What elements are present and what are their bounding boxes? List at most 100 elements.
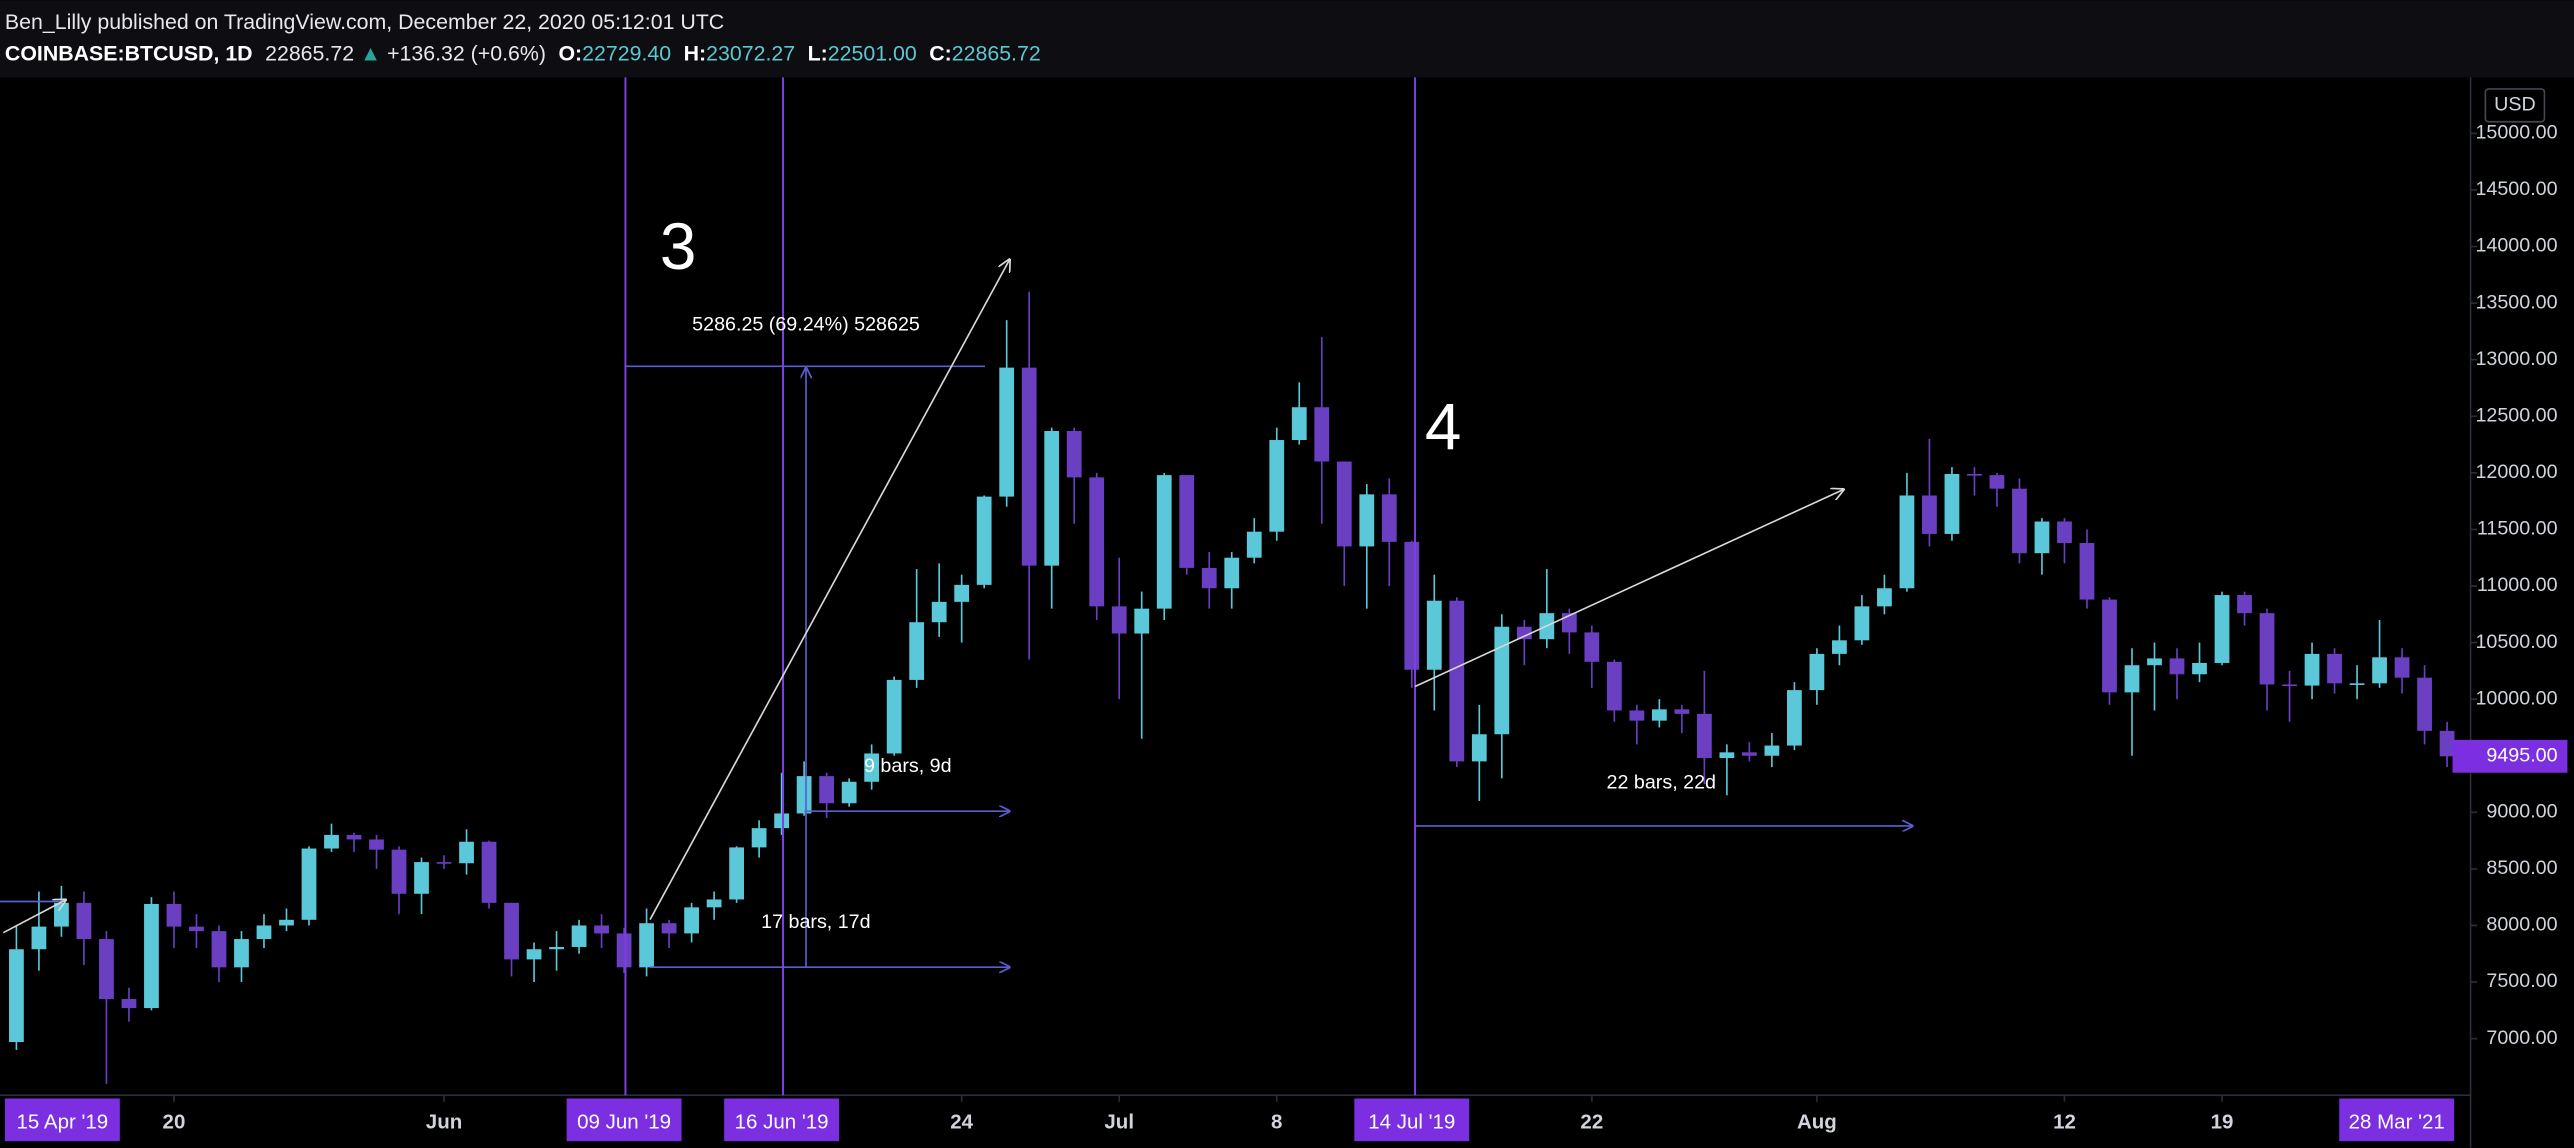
candle-body bbox=[1224, 557, 1240, 589]
quote-line: COINBASE:BTCUSD, 1D 22865.72 ▲ +136.32 (… bbox=[5, 41, 1041, 65]
x-tick-label: 24 bbox=[950, 1111, 973, 1134]
candle-body bbox=[954, 584, 970, 602]
candle-body bbox=[324, 834, 339, 849]
last-price-box bbox=[2452, 739, 2568, 773]
candle-body bbox=[2439, 730, 2455, 757]
candle-body bbox=[594, 925, 609, 934]
candle-body bbox=[1944, 473, 1960, 534]
x-tick-highlight bbox=[1354, 1098, 1470, 1142]
candle-body bbox=[999, 367, 1015, 497]
candle-body bbox=[684, 907, 699, 934]
candle-body bbox=[234, 939, 249, 968]
candle-body bbox=[1449, 600, 1465, 762]
candle-body bbox=[1404, 541, 1420, 670]
candle-body bbox=[2349, 683, 2365, 685]
candle-body bbox=[571, 925, 587, 947]
x-tick-label: Jul bbox=[1104, 1111, 1134, 1134]
candle-body bbox=[1044, 430, 1060, 566]
candle-body bbox=[2102, 599, 2117, 693]
candle-body bbox=[256, 925, 272, 940]
close-label: C: bbox=[929, 41, 952, 65]
candle-body bbox=[31, 926, 47, 950]
candle-body bbox=[1629, 710, 1645, 721]
y-tick-label: 14500.00 bbox=[2475, 178, 2557, 200]
candle-body bbox=[1651, 709, 1667, 721]
candle-body bbox=[976, 496, 992, 585]
candle-body bbox=[2372, 657, 2387, 684]
candle-body bbox=[549, 946, 564, 950]
wave-label: 4 bbox=[1425, 390, 1462, 463]
candle-body bbox=[2147, 658, 2162, 666]
annotations: 3 4 5286.25 (69.24%) 528625 9 bars, 9d 17 ba… bbox=[660, 210, 1716, 933]
y-tick-label: 7000.00 bbox=[2486, 1027, 2557, 1049]
publisher: Ben_Lilly published on TradingView.com, … bbox=[5, 10, 724, 34]
candle-body bbox=[1426, 600, 1442, 670]
y-tick-label: 8000.00 bbox=[2486, 914, 2557, 936]
trend-arrow bbox=[649, 260, 1010, 920]
measure-label: 22 bars, 22d bbox=[1607, 772, 1716, 794]
wave-label: 3 bbox=[660, 210, 697, 283]
measure-label: 9 bars, 9d bbox=[864, 755, 952, 777]
y-tick-label: 12500.00 bbox=[2475, 404, 2557, 426]
candle-body bbox=[1899, 495, 1915, 589]
candle-body bbox=[1877, 588, 1892, 607]
candle-body bbox=[2169, 658, 2185, 675]
y-tick-label: 13500.00 bbox=[2475, 291, 2557, 313]
candle-body bbox=[1359, 494, 1375, 547]
candle-body bbox=[1111, 606, 1127, 634]
candle-body bbox=[1809, 653, 1825, 691]
candle-body bbox=[1471, 734, 1487, 762]
open-value: 22729.40 bbox=[582, 41, 671, 65]
y-tick-label: 13000.00 bbox=[2475, 348, 2557, 370]
y-tick-label: 8500.00 bbox=[2486, 857, 2557, 879]
y-tick-label: 14000.00 bbox=[2475, 235, 2557, 257]
candle-body bbox=[144, 903, 159, 1009]
candle-body bbox=[1696, 713, 1712, 758]
candle-body bbox=[9, 949, 24, 1043]
candle-body bbox=[1336, 461, 1352, 547]
candle-body bbox=[2304, 653, 2320, 686]
candle-body bbox=[166, 903, 182, 927]
last: 22865.72 bbox=[265, 41, 354, 65]
symbol: COINBASE:BTCUSD, 1D bbox=[5, 41, 253, 65]
x-tick-label: 22 bbox=[1580, 1111, 1603, 1134]
trend-arrow bbox=[2, 900, 65, 934]
candle-body bbox=[2327, 653, 2342, 684]
candle-body bbox=[2124, 665, 2140, 693]
candle-body bbox=[1066, 430, 1082, 478]
low-value: 22501.00 bbox=[828, 41, 917, 65]
y-tick-label: 9000.00 bbox=[2486, 801, 2557, 823]
x-tick-highlight bbox=[2339, 1098, 2455, 1142]
candle-body bbox=[76, 902, 92, 940]
candle-body bbox=[909, 622, 925, 680]
candle-body bbox=[841, 781, 857, 804]
x-tick-label: 20 bbox=[163, 1111, 186, 1134]
candle-body bbox=[54, 902, 69, 927]
candle-body bbox=[796, 776, 812, 814]
candle-body bbox=[639, 923, 654, 968]
candle-body bbox=[1314, 407, 1330, 462]
change: +136.32 (+0.6%) bbox=[387, 41, 546, 65]
candle-body bbox=[2282, 684, 2297, 687]
close-value: 22865.72 bbox=[952, 41, 1041, 65]
candle-body bbox=[504, 902, 519, 960]
candle-body bbox=[1381, 494, 1397, 542]
candle-body bbox=[2079, 543, 2095, 600]
candle-body bbox=[211, 931, 227, 968]
x-tick-label: 19 bbox=[2211, 1111, 2234, 1134]
x-tick-highlight bbox=[4, 1098, 120, 1142]
x-tick-highlight bbox=[724, 1098, 840, 1142]
candle-body bbox=[436, 862, 452, 864]
high-value: 23072.27 bbox=[706, 41, 795, 65]
header: Ben_Lilly published on TradingView.com, … bbox=[5, 10, 1041, 65]
candle-body bbox=[2259, 613, 2275, 685]
candle-body bbox=[1922, 495, 1937, 534]
candle-body bbox=[774, 813, 790, 829]
candle-body bbox=[1291, 407, 1307, 441]
candle-body bbox=[2192, 662, 2207, 675]
candle-body bbox=[819, 776, 835, 804]
change-arrow: ▲ bbox=[360, 41, 381, 65]
candle-body bbox=[1516, 626, 1532, 640]
candle-body bbox=[1854, 606, 1870, 641]
